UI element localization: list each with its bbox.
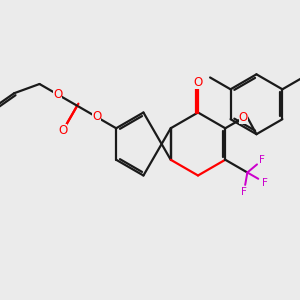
Text: O: O: [58, 124, 67, 137]
Text: O: O: [92, 110, 101, 124]
Text: F: F: [241, 187, 247, 197]
Text: F: F: [262, 178, 268, 188]
Text: O: O: [53, 88, 62, 101]
Text: O: O: [194, 76, 202, 89]
Text: O: O: [239, 111, 248, 124]
Text: F: F: [260, 155, 265, 165]
